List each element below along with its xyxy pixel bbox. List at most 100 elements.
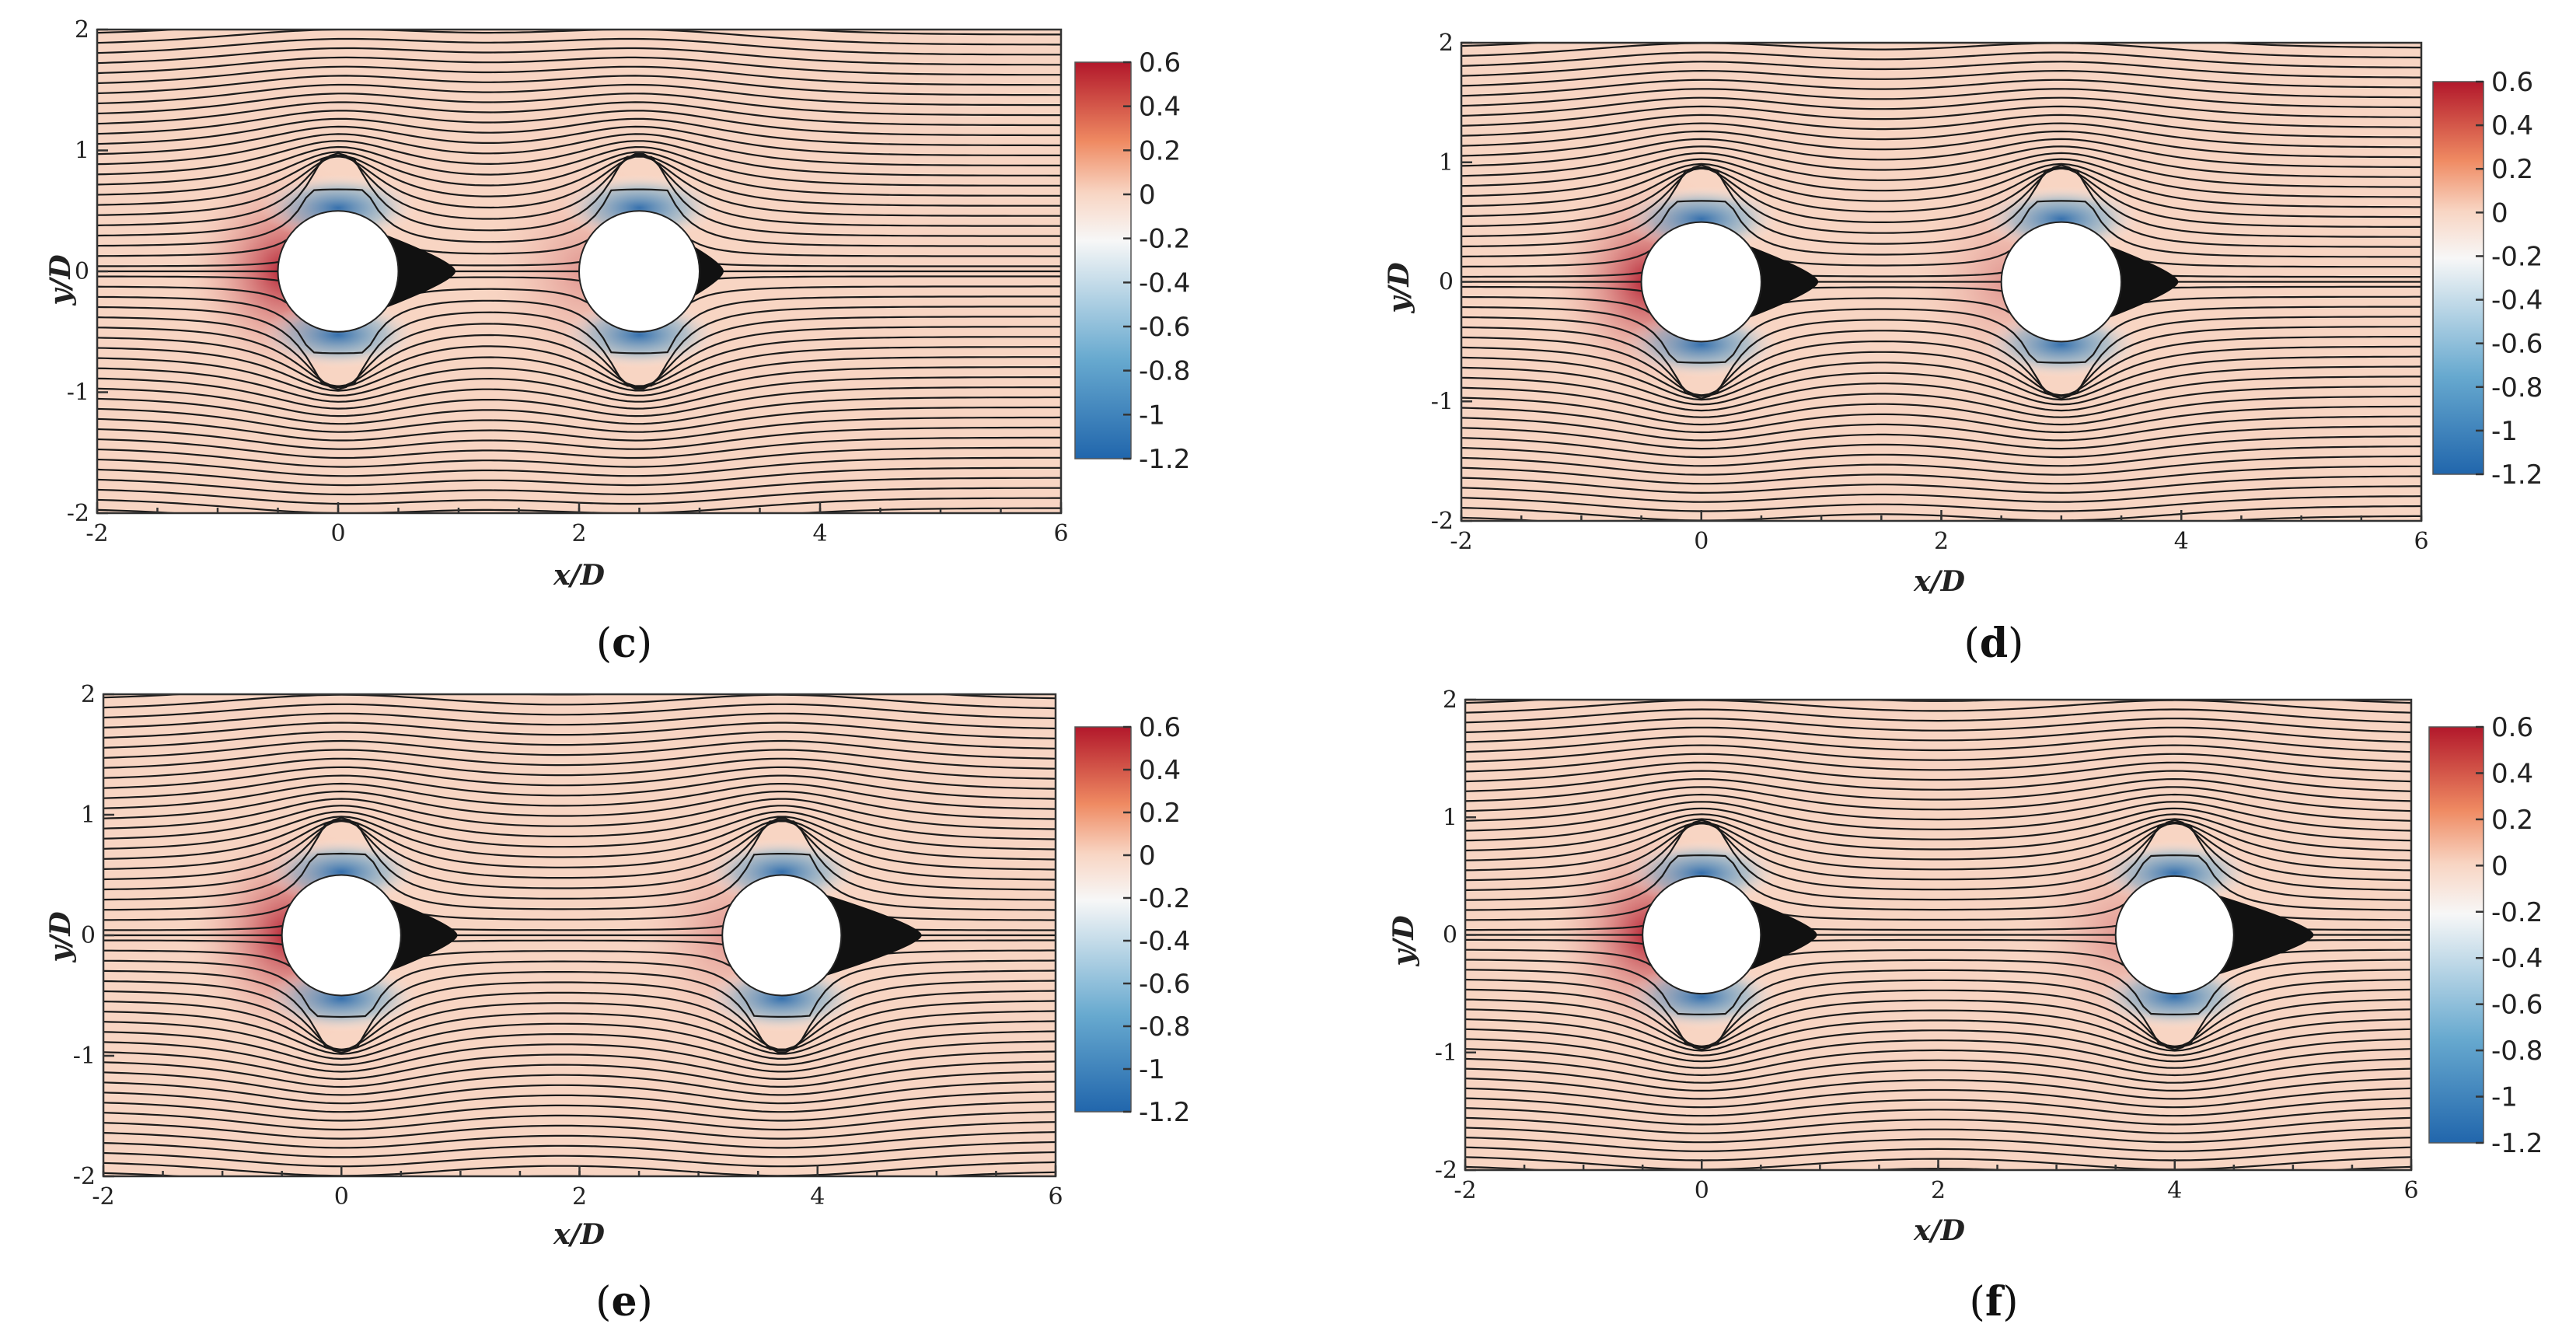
- x-tick-label-f-6: 6: [2403, 1177, 2418, 1204]
- x-tick-label-f-2: 2: [1931, 1177, 1946, 1204]
- streamline-e-5: [103, 1131, 1056, 1149]
- y-axis-title-c: y/D: [44, 254, 77, 306]
- streamline-f-22: [1465, 959, 2411, 1016]
- y-tick-label-c--1: -1: [67, 379, 89, 407]
- streamline-f-20: [1465, 978, 2411, 1051]
- y-tick-label-e--2: -2: [73, 1163, 96, 1190]
- cylinder-f-2: [2114, 875, 2235, 995]
- streamline-e-30: [103, 819, 1056, 881]
- y-tick-label-d-2: 2: [1439, 30, 1454, 57]
- colorbar-label-d: -0.6: [2491, 329, 2543, 360]
- y-tick-label-e-2: 2: [81, 681, 96, 708]
- colorbar-label-f: -0.2: [2491, 897, 2543, 928]
- streamline-c-18: [97, 336, 1061, 389]
- y-tick-label-d--1: -1: [1431, 388, 1454, 415]
- plot-area-e: -2 0 2 4 6 -2 -1 0 1 2 0.6 0.4 0.2 0 -0.2 -0.4 -0.6 -0.8 -…: [73, 681, 1191, 1210]
- streamline-d-3: [1461, 495, 2421, 512]
- streamline-f-36: [1465, 793, 2411, 822]
- streamline-d-8: [1461, 445, 2421, 467]
- x-tick-label-d-4: 4: [2174, 528, 2189, 555]
- streamline-d-43: [1461, 79, 2421, 99]
- x-tick-label-f-0: 0: [1695, 1177, 1709, 1204]
- streamline-f-6: [1465, 1116, 2411, 1134]
- colorbar-label-d: -0.4: [2491, 285, 2543, 316]
- colorbar-label-f: 0.6: [2491, 712, 2533, 743]
- colorbar-label-e: 0.4: [1139, 755, 1181, 786]
- streamline-d-25: [1461, 264, 2421, 278]
- streamline-d-36: [1461, 138, 2421, 169]
- streamline-d-44: [1461, 69, 2421, 89]
- streamline-c-30: [97, 155, 1061, 217]
- streamline-e-41: [103, 749, 1056, 770]
- streamline-c-17: [97, 346, 1061, 392]
- streamline-c-37: [97, 117, 1061, 147]
- streamline-d-47: [1461, 43, 2421, 59]
- pressure-field-c: [97, 30, 1061, 513]
- y-tick-label-d--2: -2: [1431, 508, 1454, 535]
- streamline-d-1: [1461, 515, 2421, 521]
- streamline-c-21: [97, 306, 1061, 387]
- streamline-c-28: [97, 155, 1061, 237]
- streamline-e-32: [103, 816, 1056, 861]
- streamline-f-21: [1465, 969, 2411, 1048]
- streamline-e-40: [103, 757, 1056, 780]
- streamline-c-14: [97, 376, 1061, 410]
- colorbar-label-f: 0: [2491, 851, 2508, 882]
- x-tick-label-c-6: 6: [1053, 520, 1068, 547]
- plot-area-c: -2 0 2 4 6 -2 -1 0 1 2 0.6 0.4 0.2 0 -0.2 -0.4 -0.6 -0.8 -…: [67, 16, 1191, 547]
- streamline-c-34: [97, 140, 1061, 176]
- streamline-d-48: [1461, 43, 2421, 49]
- streamline-f-2: [1465, 1156, 2411, 1170]
- colorbar-label-d: -1.2: [2491, 459, 2543, 491]
- streamline-c-11: [97, 406, 1061, 433]
- streamline-e-39: [103, 766, 1056, 790]
- y-tick-label-d-0: 0: [1439, 269, 1454, 296]
- streamline-f-34: [1465, 807, 2411, 842]
- x-tick-label-c--2: -2: [86, 520, 108, 547]
- y-tick-label-d-1: 1: [1439, 149, 1454, 176]
- streamline-e-13: [103, 1050, 1056, 1081]
- colorbar-label-e: -0.6: [1139, 969, 1190, 1000]
- streamline-f-29: [1465, 819, 2411, 892]
- streamline-c-7: [97, 446, 1061, 468]
- colorbar-f: [2428, 726, 2484, 1144]
- colorbar-label-d: -0.8: [2491, 372, 2543, 403]
- streamline-d-22: [1461, 306, 2421, 364]
- streamline-d-19: [1461, 336, 2421, 397]
- streamline-e-26: [103, 885, 1056, 921]
- streamline-d-6: [1461, 465, 2421, 485]
- pressure-field-e: [103, 694, 1056, 1176]
- streamline-e-8: [103, 1101, 1056, 1122]
- colorbar-label-f: -0.8: [2491, 1036, 2543, 1067]
- x-tick-label-e-0: 0: [334, 1183, 349, 1210]
- x-tick-label-d-2: 2: [1934, 528, 1949, 555]
- streamline-f-15: [1465, 1028, 2411, 1063]
- colorbar-label-d: 0: [2491, 197, 2508, 229]
- panel-d: -2 0 2 4 6 -2 -1 0 1 2 0.6 0.4 0.2 0 -0.2 -0.4 -0.6 -0.8 -…: [1383, 30, 2543, 667]
- colorbar-label-c: -0.2: [1139, 224, 1190, 255]
- streamline-c-27: [97, 188, 1061, 247]
- streamline-c-43: [97, 65, 1061, 86]
- colorbar-label-e: -0.8: [1139, 1011, 1190, 1043]
- streamline-e-35: [103, 798, 1056, 830]
- streamline-d-21: [1461, 316, 2421, 397]
- streamline-d-24: [1461, 285, 2421, 299]
- streamline-f-16: [1465, 1018, 2411, 1057]
- streamline-e-27: [103, 852, 1056, 911]
- colorbar-label-c: -1: [1139, 400, 1165, 431]
- streamline-f-33: [1465, 813, 2411, 852]
- y-axis-title-e: y/D: [44, 911, 77, 962]
- streamline-f-48: [1465, 700, 2411, 704]
- streamline-c-13: [97, 386, 1061, 417]
- colorbar-label-c: -0.4: [1139, 267, 1190, 299]
- streamline-f-10: [1465, 1078, 2411, 1100]
- plot-area-d: -2 0 2 4 6 -2 -1 0 1 2 0.6 0.4 0.2 0 -0.2 -0.4 -0.6 -0.8 -…: [1431, 30, 2543, 555]
- cylinder-e-1: [281, 874, 402, 997]
- colorbar-label-e: 0: [1139, 840, 1156, 872]
- streamline-d-39: [1461, 114, 2421, 138]
- streamline-d-18: [1461, 345, 2421, 397]
- streamline-f-45: [1465, 718, 2411, 733]
- streamline-d-28: [1461, 167, 2421, 248]
- streamline-e-11: [103, 1071, 1056, 1096]
- colorbar-label-d: -1: [2491, 416, 2518, 447]
